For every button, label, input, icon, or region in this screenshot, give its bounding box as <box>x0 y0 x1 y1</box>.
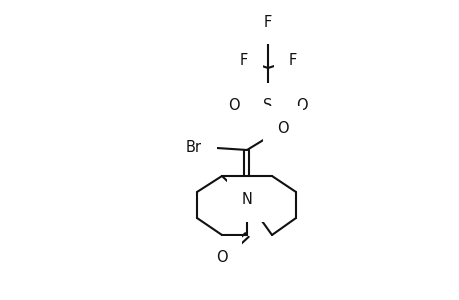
Text: F: F <box>263 14 272 29</box>
Text: F: F <box>239 52 247 68</box>
Text: Br: Br <box>185 140 202 154</box>
Text: O: O <box>277 121 288 136</box>
Text: O: O <box>216 250 227 266</box>
Text: N: N <box>241 193 252 208</box>
Text: O: O <box>296 98 307 112</box>
Text: O: O <box>228 98 239 112</box>
Text: F: F <box>288 52 297 68</box>
Text: S: S <box>263 98 272 112</box>
